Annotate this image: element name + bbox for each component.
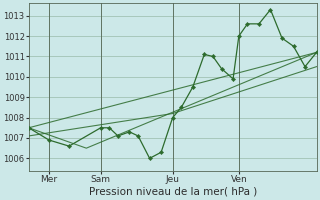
X-axis label: Pression niveau de la mer( hPa ): Pression niveau de la mer( hPa ) — [89, 187, 257, 197]
